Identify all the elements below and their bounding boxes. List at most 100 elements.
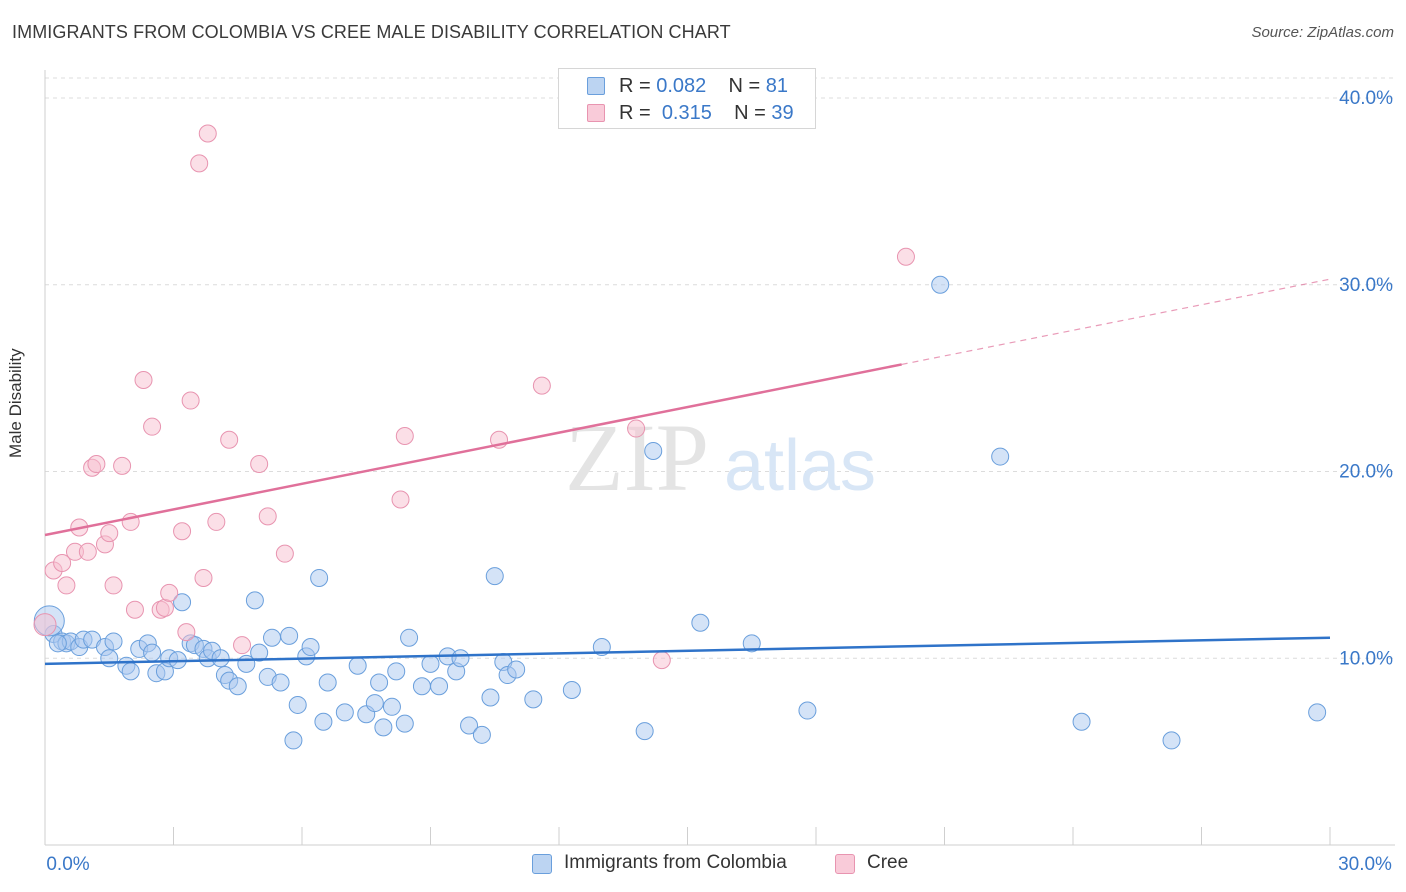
point-colombia [250,643,269,662]
point-cree [207,512,226,531]
point-colombia [382,697,401,716]
point-colombia [524,690,543,709]
point-cree [177,623,196,642]
point-cree [395,427,414,446]
point-cree [652,651,671,670]
point-cree [143,417,162,436]
point-colombia [991,447,1010,466]
point-colombia [1072,712,1091,731]
stats-text-colombia: R = 0.082 N = 81 [619,75,788,98]
y-axis-label: Male Disability [6,348,25,458]
point-colombia [395,714,414,733]
point-colombia [451,649,470,668]
point-cree [33,613,57,637]
watermark-atlas: atlas [724,426,876,506]
point-cree [160,583,179,602]
point-cree [100,524,119,543]
point-colombia [263,628,282,647]
point-colombia [644,441,663,460]
n-value: 39 [771,102,794,124]
y-tick-label: 20.0% [1339,462,1393,483]
point-colombia [245,591,264,610]
tick-labels: 10.0% 20.0% 30.0% 40.0% 0.0% 30.0% [46,88,1393,875]
point-colombia [365,694,384,713]
point-cree [125,600,144,619]
point-cree [275,544,294,563]
stats-swatch-pink [587,104,605,122]
point-cree [155,598,174,617]
point-cree [78,542,97,561]
point-cree [190,154,209,173]
point-colombia [931,275,950,294]
point-cree [113,456,132,475]
point-colombia [284,731,303,750]
point-cree [258,507,277,526]
trend-lines [44,278,1331,666]
point-cree [134,371,153,389]
point-colombia [271,673,290,692]
y-tick-label: 30.0% [1339,275,1393,296]
r-label: R = [619,102,657,124]
stats-text-cree: R = 0.315 N = 39 [619,102,794,125]
point-colombia [507,660,526,679]
legend-label-cree: Cree [867,852,909,873]
y-tick-label: 10.0% [1339,648,1393,669]
point-cree [198,124,217,143]
point-colombia [100,649,119,668]
stats-legend: R = 0.082 N = 81 R = 0.315 N = 39 [558,68,816,129]
point-colombia [48,634,67,653]
chart-source: Source: ZipAtlas.com [1251,24,1394,41]
point-colombia [460,716,479,735]
point-colombia [412,677,431,696]
stats-swatch-blue [587,77,605,95]
point-cree [250,455,269,474]
point-cree [391,490,410,509]
point-colombia [121,662,140,681]
point-cree [627,419,646,438]
point-colombia [280,626,299,645]
point-colombia [314,712,333,731]
legend-swatch-pink [835,854,855,874]
point-colombia [310,568,329,587]
point-colombia [228,677,247,696]
point-colombia [430,677,449,696]
legend-label-colombia: Immigrants from Colombia [564,852,787,873]
point-cree [53,554,72,573]
point-colombia [301,638,320,657]
watermark: ZIP atlas [565,404,876,511]
point-colombia [421,654,440,673]
trend-line-cree [44,363,902,537]
point-colombia [104,632,123,651]
point-colombia [143,643,162,662]
point-colombia [481,688,500,707]
point-colombia [335,703,354,722]
point-colombia [635,722,654,741]
point-colombia [485,567,504,586]
point-cree [173,522,192,541]
r-value: 0.082 [656,75,707,97]
n-value: 81 [765,75,789,97]
x-tick-label: 30.0% [1338,854,1392,875]
point-colombia [798,701,817,720]
point-colombia [318,673,337,692]
point-colombia [742,634,761,653]
chart-title: IMMIGRANTS FROM COLOMBIA VS CREE MALE DI… [12,22,731,42]
point-colombia [370,673,389,692]
point-cree [532,376,551,395]
point-cree [104,576,123,595]
point-colombia [1162,731,1181,750]
point-colombia [348,656,367,675]
x-tick-label: 0.0% [46,854,89,875]
point-colombia [691,613,710,632]
point-cree [233,636,252,655]
point-cree [181,391,200,410]
n-label: N = [734,102,772,124]
point-colombia [1308,703,1327,722]
point-colombia [374,718,393,737]
trend-line-cree-extension [901,278,1331,366]
point-colombia [472,725,491,744]
point-cree [57,576,76,595]
series-colombia-points [33,275,1327,750]
point-cree [220,430,239,449]
y-tick-label: 40.0% [1339,88,1393,109]
